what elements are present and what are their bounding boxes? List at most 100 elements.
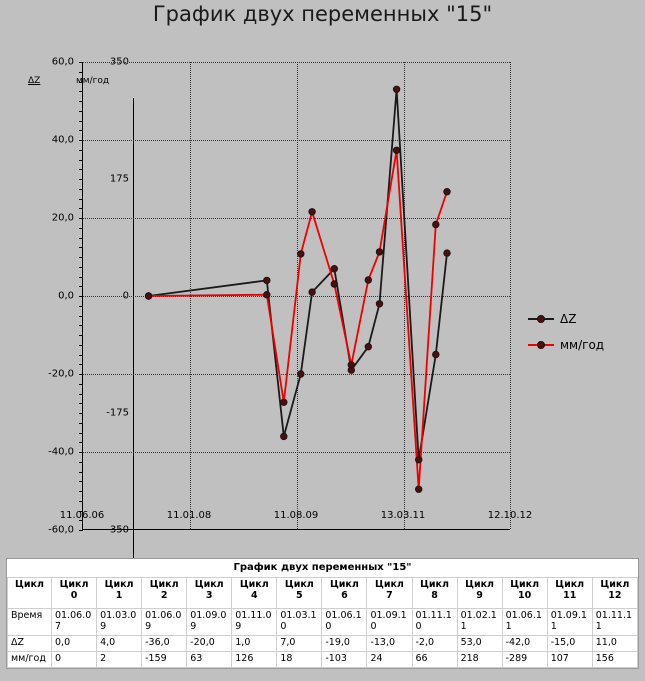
table-cell: 18 [276,650,323,668]
data-point [308,288,316,296]
legend-label: мм/год [560,338,605,352]
axis-tickmark [79,266,83,268]
axis-tickmark [79,325,83,327]
gridline-horizontal [83,62,510,63]
axis-tickmark [79,159,83,161]
axis-tickmark [79,315,83,317]
legend-item[interactable]: ΔZ [528,306,604,332]
table-cell: -19,0 [321,634,368,652]
table-row-label: Время [7,608,52,636]
y-axis-secondary-tick: -175 [106,407,129,419]
data-point [415,456,423,464]
table-row-label: ΔZ [7,634,52,652]
axis-tickmark [79,481,83,483]
plot-region [79,62,511,531]
table-column-header: Цикл 0 [50,577,98,609]
data-point [297,250,305,258]
table-cell: 01.02.11 [456,608,503,636]
axis-tickmark [79,227,83,229]
table-column-header: Цикл 1 [96,577,143,609]
data-point [392,85,401,93]
gridline-vertical [510,62,511,529]
data-point [432,220,440,229]
axis-tickmark [79,442,83,444]
table-cell: 218 [456,650,503,668]
axis-tickmark [79,354,83,356]
table-cell: -15,0 [546,634,593,652]
series-line-mm-god [148,150,448,490]
axis-tickmark [79,62,83,63]
axis-tickmark [79,510,83,512]
axis-tickmark [79,149,83,151]
table-column-header: Цикл 4 [231,577,278,609]
y-axis-secondary-tick: 175 [109,173,129,185]
table-cell: 01.06.07 [50,608,98,636]
data-point [308,208,316,216]
table-cell: 01.06.10 [321,608,368,636]
data-table-panel: График двух переменных "15" Цикл Цикл 0 Цик… [6,558,639,669]
axis-tickmark [79,364,83,366]
gridline-horizontal [83,218,510,219]
table-cell: -159 [141,650,188,668]
y-axis-primary-title: ΔZ [28,76,41,86]
table-cell: 11,0 [591,634,639,652]
table-column-header: Цикл 7 [366,577,413,609]
axis-tickmark [79,179,83,180]
table-cell: 126 [231,650,278,668]
axis-tickmark [79,130,83,132]
data-point [144,292,153,300]
x-axis-tick: 13.03.11 [380,510,426,521]
axis-tickmark [79,286,83,288]
table-column-header: Цикл 5 [276,577,323,609]
table-cell: 53,0 [456,634,503,652]
table-cell: -42,0 [501,634,548,652]
axis-tickmark [79,101,83,102]
axis-tickmark [79,208,83,210]
legend-marker-icon [537,315,545,323]
y-axis-primary-tick: 20,0 [51,212,74,224]
table-column-header: Цикл 2 [141,577,188,609]
table-cell: 2 [96,650,143,668]
data-table: Цикл Цикл 0 Цикл 1 Цикл 2 Цикл 3 Цикл 4 Цикл 5 Цикл 6 Ц… [7,577,639,668]
axis-tickmark [79,91,83,93]
axis-tickmark [79,422,83,424]
table-cell: -2,0 [411,634,458,652]
axis-tickmark [79,276,83,278]
table-column-header: Цикл 8 [411,577,458,609]
axis-tickmark [79,81,83,83]
axis-tickmark [79,413,83,414]
axis-tickmark [79,237,83,239]
axis-tickmark [79,383,83,385]
table-column-header: Цикл 10 [501,577,548,609]
table-cell: 01.03.10 [276,608,323,636]
y-axis-primary-labels: 60,0 40,0 20,0 0,0 -20,0 -40,0 -60,0 [0,36,78,556]
y-axis-primary-tick: 40,0 [51,134,74,146]
table-row: Время 01.06.07 01.03.09 01.06.09 01.09.09 01.… [7,608,639,636]
table-body: Время 01.06.07 01.03.09 01.06.09 01.09.09 01.… [7,608,639,668]
table-cell: 0,0 [50,634,98,652]
axis-tickmark [79,491,83,492]
axis-tickmark [79,247,83,249]
table-cell: 1,0 [231,634,278,652]
axis-tickmark [79,305,83,307]
table-row: ΔZ 0,0 4,0 -36,0 -20,0 1,0 7,0 -19,0 -13,0 -2,0 53… [7,634,639,652]
axis-tickmark [79,432,83,434]
table-cell: 01.11.11 [591,608,639,636]
axis-tickmark [79,110,83,112]
legend-item[interactable]: мм/год [528,332,604,358]
series-lines [144,85,451,493]
axis-tickmark [79,140,83,141]
table-cell: 01.09.09 [186,608,233,636]
axis-tickmark [79,71,83,73]
data-point [280,432,288,441]
data-point [375,300,384,308]
axis-tickmark [79,188,83,190]
table-cell: -289 [501,650,548,668]
data-point [392,146,401,155]
data-point [415,485,423,493]
table-cell: 01.11.09 [231,608,278,636]
data-point [263,276,271,285]
axis-tickmark [79,393,83,395]
axis-tickmark [79,257,83,258]
table-cell: 01.11.10 [411,608,458,636]
